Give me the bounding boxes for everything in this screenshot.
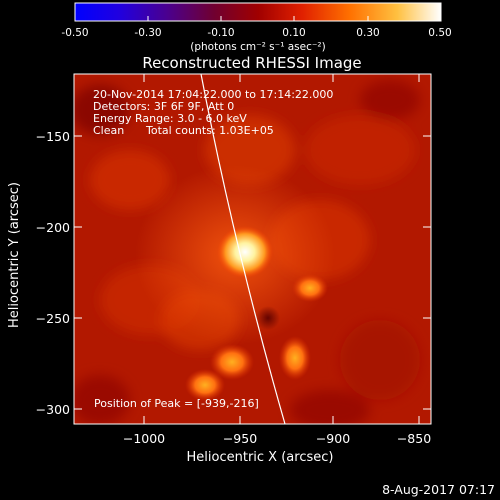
x-tick-label: −900 <box>316 431 350 446</box>
x-tick-label: −950 <box>223 431 257 446</box>
x-axis-label: Heliocentric X (arcsec) <box>187 450 334 465</box>
footer-date: 8-Aug-2017 07:17 <box>382 482 495 497</box>
y-tick-label: −200 <box>36 220 70 235</box>
rhessi-image <box>74 74 431 424</box>
colorbar-tick-label: 0.30 <box>356 27 379 39</box>
info-counts: Total counts: 1.03E+05 <box>145 124 274 137</box>
y-axis-ticks <box>74 135 431 410</box>
x-axis-ticks <box>143 74 420 424</box>
x-tick-label: −850 <box>397 431 431 446</box>
info-detectors: Detectors: 3F 6F 9F, Att 0 <box>93 100 234 113</box>
colorbar-tick-label: 0.10 <box>282 27 305 39</box>
colorbar-tick-label: -0.50 <box>61 27 88 39</box>
colorbar-ticks <box>74 16 442 21</box>
info-energy: Energy Range: 3.0 - 6.0 keV <box>93 112 247 125</box>
y-tick-label: −300 <box>36 402 70 417</box>
info-time: 20-Nov-2014 17:04:22.000 to 17:14:22.000 <box>93 88 333 101</box>
plot-frame <box>73 73 432 425</box>
peak-position: Position of Peak = [-939,-216] <box>94 397 259 410</box>
colorbar-tick-label: -0.30 <box>134 27 161 39</box>
colorbar-tick-label: 0.50 <box>428 27 451 39</box>
colorbar-unit-label: (photons cm⁻² s⁻¹ asec⁻²) <box>190 41 325 53</box>
y-tick-label: −150 <box>36 129 70 144</box>
info-method: Clean <box>93 124 124 137</box>
colorbar-tick-label: -0.10 <box>207 27 234 39</box>
x-tick-label: −1000 <box>123 431 165 446</box>
y-axis-label: Heliocentric Y (arcsec) <box>7 182 22 328</box>
y-tick-label: −250 <box>36 311 70 326</box>
plot-title: Reconstructed RHESSI Image <box>142 54 361 72</box>
solar-limb-line <box>200 74 286 424</box>
colorbar <box>74 2 442 22</box>
